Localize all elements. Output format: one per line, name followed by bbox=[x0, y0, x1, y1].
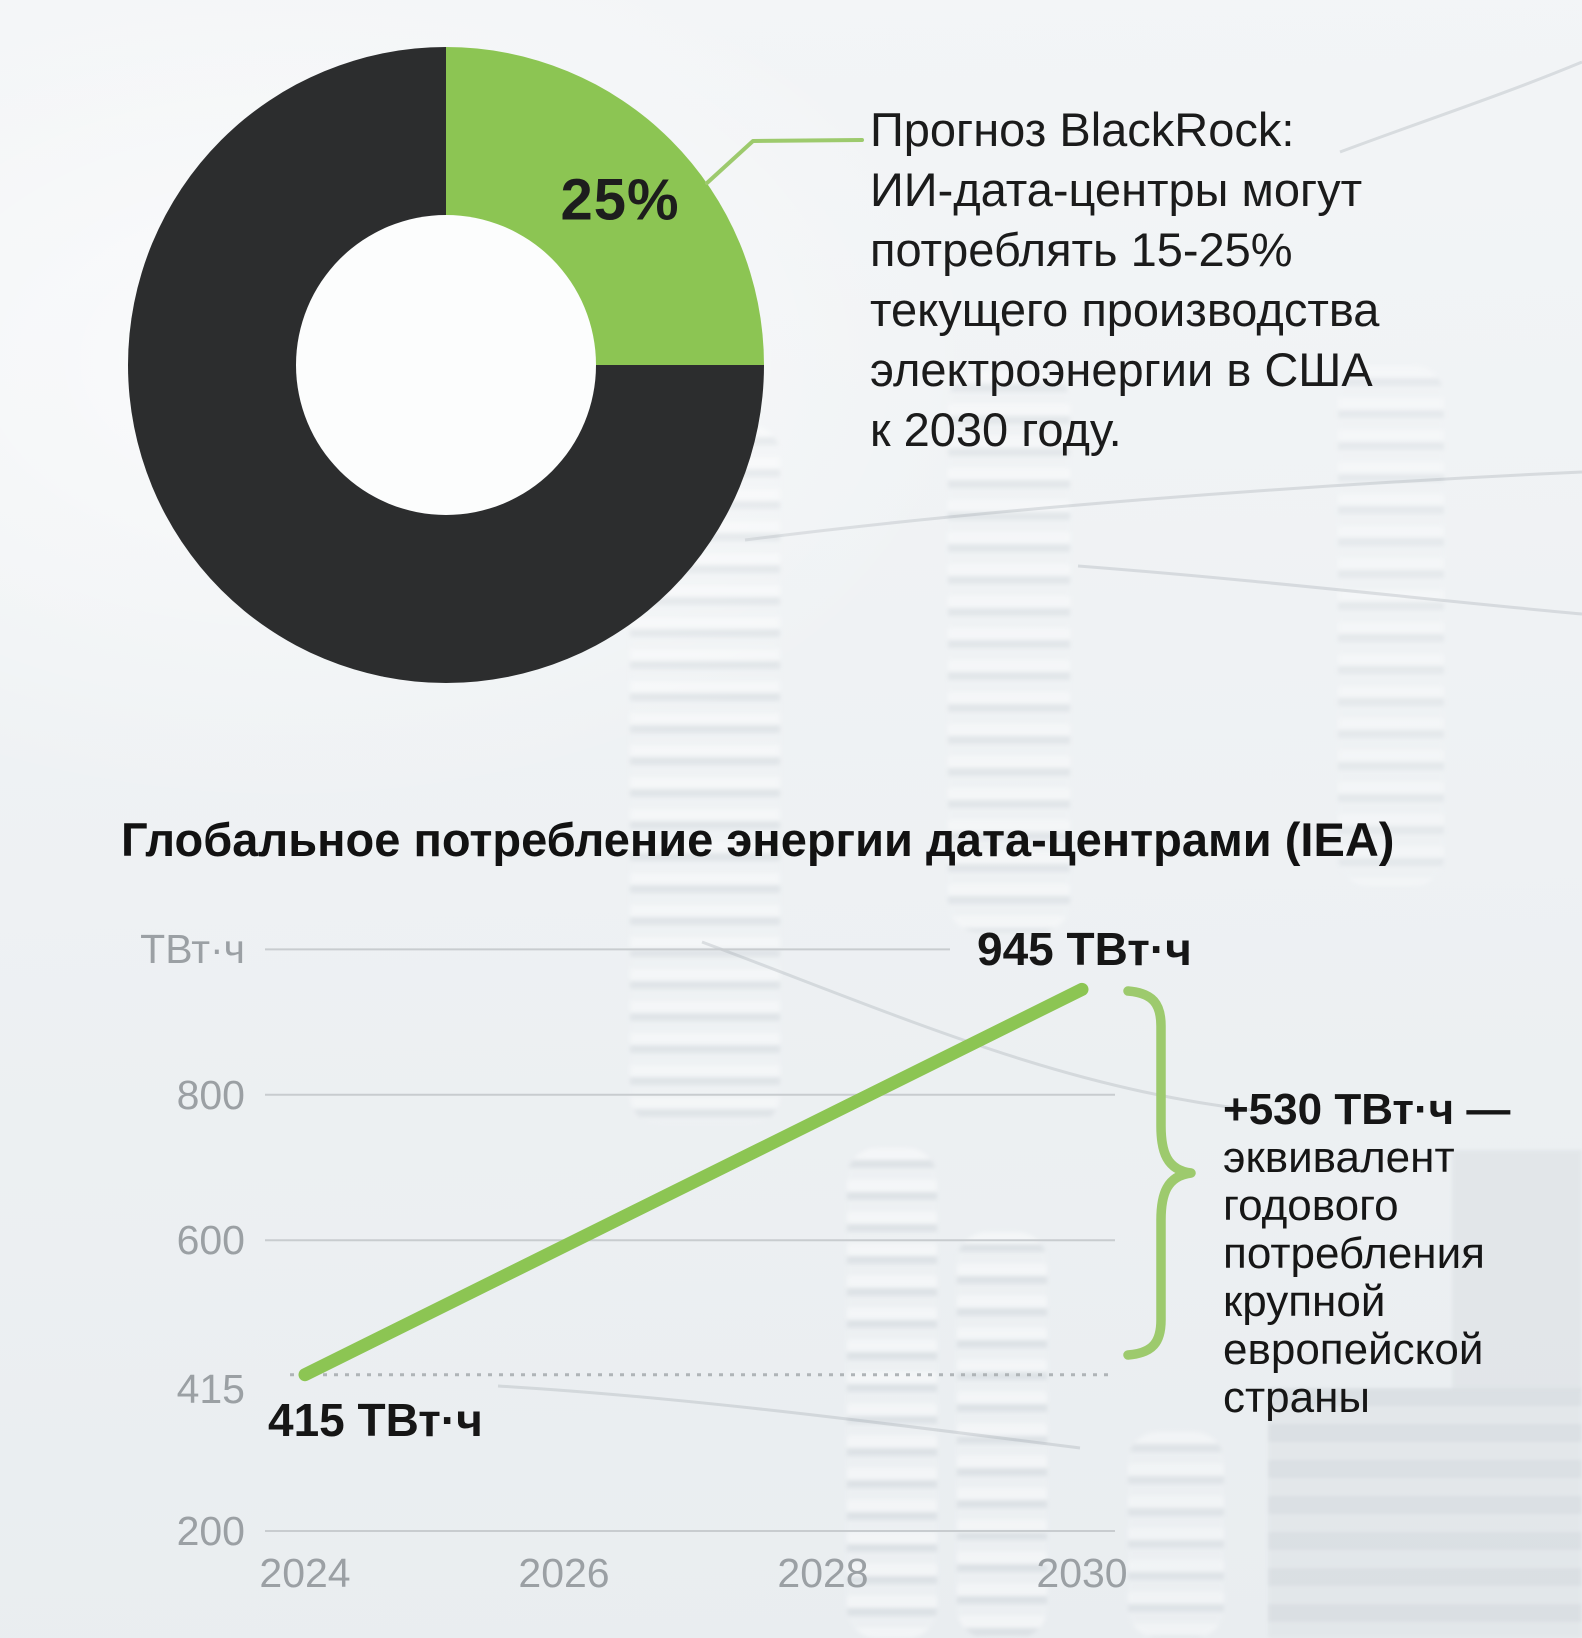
donut-hole bbox=[296, 215, 596, 515]
annotation-block: +530 ТВт·ч — эквивалент годового потреблен… bbox=[1223, 1086, 1510, 1422]
callout-text-line: ИИ-дата-центры могут bbox=[870, 163, 1363, 216]
callout-text-line: к 2030 году. bbox=[870, 403, 1122, 456]
donut-callout-text: Прогноз BlackRock: ИИ-дата-центры могут по… bbox=[870, 100, 1379, 460]
callout-text-line: Прогноз BlackRock: bbox=[870, 103, 1295, 156]
y-tick-label: ТВт·ч bbox=[140, 926, 245, 973]
x-tick-label: 2028 bbox=[777, 1550, 869, 1596]
x-tick-label: 2030 bbox=[1036, 1550, 1128, 1596]
callout-line bbox=[705, 138, 864, 185]
y-tick-label: 200 bbox=[176, 1508, 245, 1554]
annotation-line: страны bbox=[1223, 1373, 1371, 1422]
annotation-bold-line: +530 ТВт·ч — bbox=[1223, 1085, 1511, 1134]
data-point-label: 415 ТВт·ч bbox=[268, 1393, 483, 1446]
line-chart-title: Глобальное потребление энергии дата-цент… bbox=[121, 813, 1395, 866]
y-tick-label: 600 bbox=[176, 1217, 245, 1264]
annotation-line: европейской bbox=[1223, 1325, 1484, 1374]
equipment-cabinet bbox=[1268, 1388, 1582, 1638]
annotation-line: эквивалент bbox=[1223, 1133, 1455, 1182]
x-tick-label: 2026 bbox=[518, 1550, 610, 1596]
data-line bbox=[298, 982, 1089, 1382]
callout-text-line: текущего производства bbox=[870, 283, 1380, 336]
callout-text-line: потреблять 15-25% bbox=[870, 223, 1293, 276]
annotation-line: годового bbox=[1223, 1181, 1399, 1230]
donut-chart: 25% bbox=[128, 47, 764, 683]
insulator-column bbox=[1128, 1432, 1224, 1638]
annotation-line: крупной bbox=[1223, 1277, 1386, 1326]
data-point-label: 945 ТВт·ч bbox=[977, 923, 1192, 976]
x-tick-label: 2024 bbox=[259, 1550, 351, 1596]
annotation-line: потребления bbox=[1223, 1229, 1486, 1278]
y-tick-label: 415 bbox=[176, 1365, 245, 1412]
brace-icon bbox=[1123, 986, 1196, 1360]
y-tick-label: 800 bbox=[176, 1071, 245, 1118]
callout-text-line: электроэнергии в США bbox=[870, 343, 1373, 396]
donut-percent-label: 25% bbox=[560, 167, 680, 233]
